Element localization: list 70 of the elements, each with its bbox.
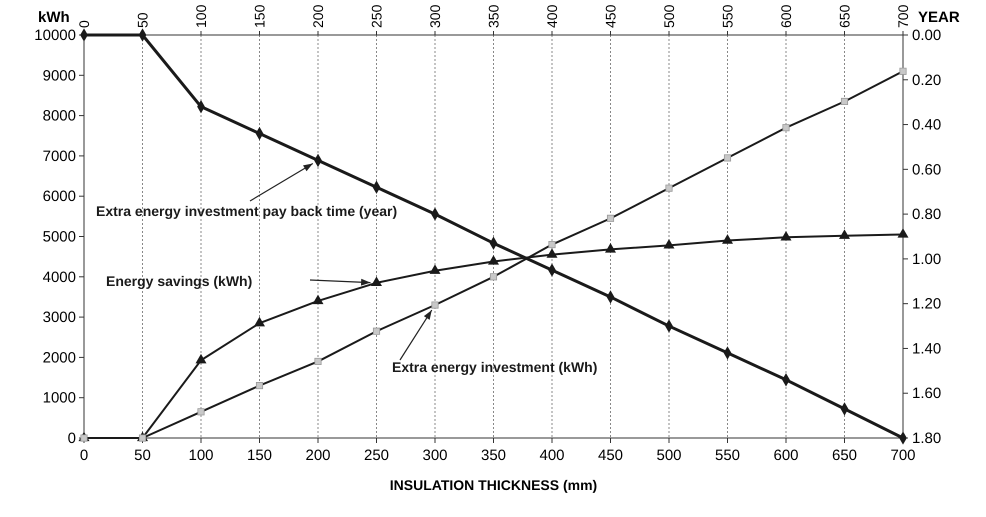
point (780, 231, 792, 240)
x2-tick-label: 450 (598, 447, 624, 464)
y2-tick-label: 1.00 (912, 250, 942, 268)
x2-tick-label: 550 (714, 447, 740, 464)
x-tick-label: 300 (427, 4, 443, 28)
point (898, 228, 908, 238)
series-label: Extra energy investment (kWh) (392, 359, 598, 375)
x2-tick-label: 100 (188, 447, 214, 464)
y-axis-title: kWh (38, 9, 70, 26)
series-label: Extra energy investment pay back time (year) (96, 203, 398, 219)
y2-tick-label: 1.60 (912, 385, 942, 402)
point (488, 256, 499, 265)
x2-tick-label: 650 (832, 447, 858, 464)
y2-tick-label: 0.80 (912, 206, 942, 224)
y-tick-label: 0 (68, 430, 76, 447)
x-tick-label: 650 (836, 4, 852, 28)
x2-tick-label: 300 (422, 447, 448, 464)
point (546, 248, 558, 258)
x2-tick-label: 0 (80, 447, 88, 464)
y-tick-label: 2000 (42, 349, 76, 366)
y2-axis-title: YEAR (918, 9, 960, 26)
point (839, 230, 850, 239)
y-tick-label: 5000 (42, 228, 76, 246)
x-tick-label: 0 (76, 20, 92, 28)
y-tick-label: 1000 (42, 390, 76, 407)
x2-tick-label: 50 (134, 447, 151, 464)
point (722, 234, 733, 244)
x-tick-label: 100 (193, 4, 209, 28)
x-tick-label: 500 (661, 4, 677, 28)
x2-tick-label: 600 (773, 447, 799, 464)
x-tick-label: 200 (310, 4, 326, 28)
text: Energy savings (kWh) (106, 273, 252, 289)
y-tick-label: 7000 (42, 148, 76, 165)
x-tick-label: 550 (720, 4, 736, 28)
point (254, 317, 265, 326)
x2-tick-label: 350 (480, 447, 506, 464)
x-tick-label: 350 (486, 4, 502, 28)
point (430, 264, 440, 274)
x2-tick-label: 250 (364, 447, 390, 464)
y-tick-label: 8000 (42, 108, 76, 125)
point (664, 239, 674, 249)
y-tick-label: 4000 (42, 268, 76, 286)
x-tick-label: 250 (368, 4, 384, 28)
x2-tick-label: 700 (890, 447, 916, 464)
x-tick-label: 150 (252, 4, 268, 28)
x-tick-label: 400 (544, 4, 560, 28)
y2-tick-label: 0.40 (912, 116, 942, 134)
y2-tick-label: 1.80 (912, 430, 942, 447)
x-tick-label: 450 (602, 4, 618, 28)
point (312, 295, 324, 304)
y2-tick-label: 0.60 (912, 161, 942, 178)
y2-tick-label: 1.20 (912, 296, 942, 313)
y-tick-label: 9000 (42, 67, 76, 84)
point (605, 243, 616, 253)
x-tick-label: 50 (134, 12, 150, 28)
x2-tick-label: 150 (246, 447, 272, 464)
x-tick-label: 700 (895, 4, 911, 28)
x2-tick-label: 400 (539, 447, 565, 464)
x2-tick-label: 200 (305, 447, 331, 464)
point (371, 276, 382, 286)
y2-tick-label: 0.20 (912, 72, 942, 89)
x-axis-title: INSULATION THICKNESS (mm) (390, 477, 598, 493)
y-tick-label: 3000 (42, 309, 76, 326)
x-tick-label: 600 (778, 4, 794, 28)
y2-tick-label: 1.40 (912, 340, 942, 358)
x2-tick-label: 500 (656, 447, 682, 464)
y-tick-label: 10000 (34, 27, 76, 44)
point (196, 354, 206, 364)
y2-tick-label: 0.00 (912, 27, 942, 44)
y-tick-label: 6000 (42, 188, 76, 206)
